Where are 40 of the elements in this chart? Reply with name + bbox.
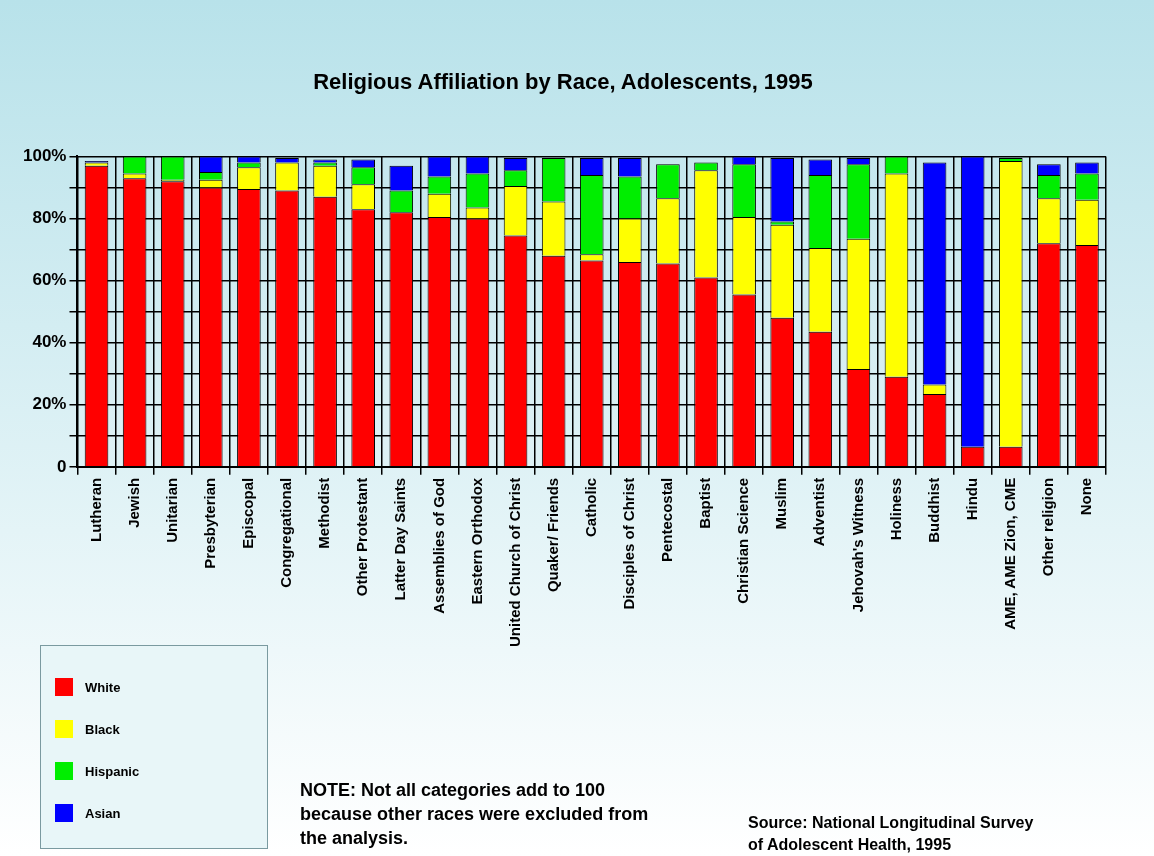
legend-label: Asian — [85, 805, 121, 821]
y-tick-label: 20% — [32, 394, 67, 414]
chart-title: Religious Affiliation by Race, Adolescents, 1995 — [313, 69, 813, 95]
x-tick-label: Holiness — [886, 477, 904, 541]
x-tick-label: Hindu — [962, 477, 980, 521]
y-tick-label: 100% — [23, 146, 67, 166]
y-tick-label: 40% — [32, 332, 67, 352]
legend-label: White — [85, 679, 121, 695]
x-tick-label: Buddhist — [924, 477, 942, 543]
x-tick-label: Lutheran — [86, 477, 104, 543]
x-tick-label: Catholic — [581, 477, 599, 538]
y-tick-label: 60% — [32, 270, 67, 290]
x-tick-label: Muslim — [772, 477, 790, 530]
x-tick-label: Christian Science — [734, 477, 752, 604]
x-tick-label: AME, AME Zion, CME — [1000, 477, 1018, 630]
x-tick-label: Eastern Orthodox — [467, 477, 485, 605]
legend-label: Hispanic — [85, 763, 140, 779]
x-tick-label: Baptist — [696, 477, 714, 529]
x-tick-label: Pentecostal — [658, 477, 676, 563]
x-tick-label: Methodist — [315, 477, 333, 549]
x-tick-label: Other Protestant — [353, 477, 371, 597]
x-tick-label: Other religion — [1039, 477, 1056, 577]
x-tick-label: None — [1077, 477, 1095, 516]
x-tick-label: Jewish — [124, 477, 142, 528]
x-tick-label: Unitarian — [162, 477, 180, 543]
x-tick-label: Disciples of Christ — [619, 477, 637, 610]
x-tick-label: Congregational — [277, 477, 295, 588]
text: NOTE: Not all categories add to 100 because other races were excluded from the analysis. — [300, 779, 650, 850]
legend-label: Black — [85, 721, 120, 737]
y-tick-label: 80% — [32, 208, 67, 228]
x-tick-label: Presbyterian — [200, 477, 218, 569]
x-tick-label: United Church of Christ — [505, 477, 523, 648]
x-tick-label: Latter Day Saints — [391, 477, 409, 601]
source-note: Source: National Longitudinal Survey of Adolescent Health, 1995 — [748, 813, 1035, 855]
x-tick-label: Adventist — [810, 477, 828, 547]
x-tick-label: Assemblies of God — [429, 477, 447, 614]
x-tick-label: Quaker/ Friends — [543, 477, 561, 593]
x-tick-label: Jehovah's Witness — [848, 477, 866, 613]
x-tick-label: Episcopal — [239, 477, 257, 549]
y-tick-label: 0 — [57, 456, 67, 476]
